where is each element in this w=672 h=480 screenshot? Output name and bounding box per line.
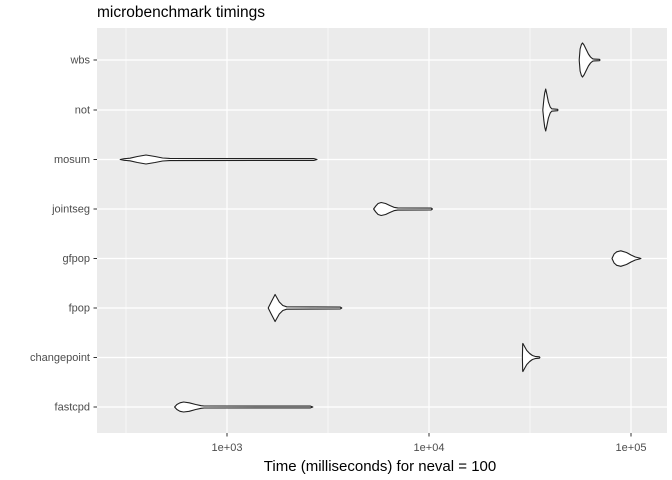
x-tick-label-1e03: 1e+03 [212,442,243,454]
y-tick-label-fastcpd: fastcpd [55,402,90,414]
violin-jointseg [373,201,433,217]
x-tick-label-1e04: 1e+04 [414,442,445,454]
y-tick-label-wbs: wbs [69,55,90,67]
x-tick-label-1e05: 1e+05 [616,442,647,454]
y-tick-label-changepoint: changepoint [30,352,90,364]
violin-mosum [119,154,318,165]
violin-gfpop [611,250,642,267]
y-tick-label-mosum: mosum [54,154,90,166]
chart-title: microbenchmark timings [97,4,265,21]
violin-not [542,88,559,132]
x-axis-title: Time (milliseconds) for neval = 100 [264,458,496,475]
y-tick-label-fpop: fpop [69,303,90,315]
y-tick-label-gfpop: gfpop [62,253,90,265]
violin-wbs [578,42,601,78]
violin-fastcpd [174,401,314,413]
y-tick-label-jointseg: jointseg [51,204,90,216]
violin-fpop [267,293,343,323]
y-tick-label-not: not [75,105,90,117]
plot-area [93,28,667,437]
violin-changepoint [521,342,541,373]
panel-background [97,28,667,433]
